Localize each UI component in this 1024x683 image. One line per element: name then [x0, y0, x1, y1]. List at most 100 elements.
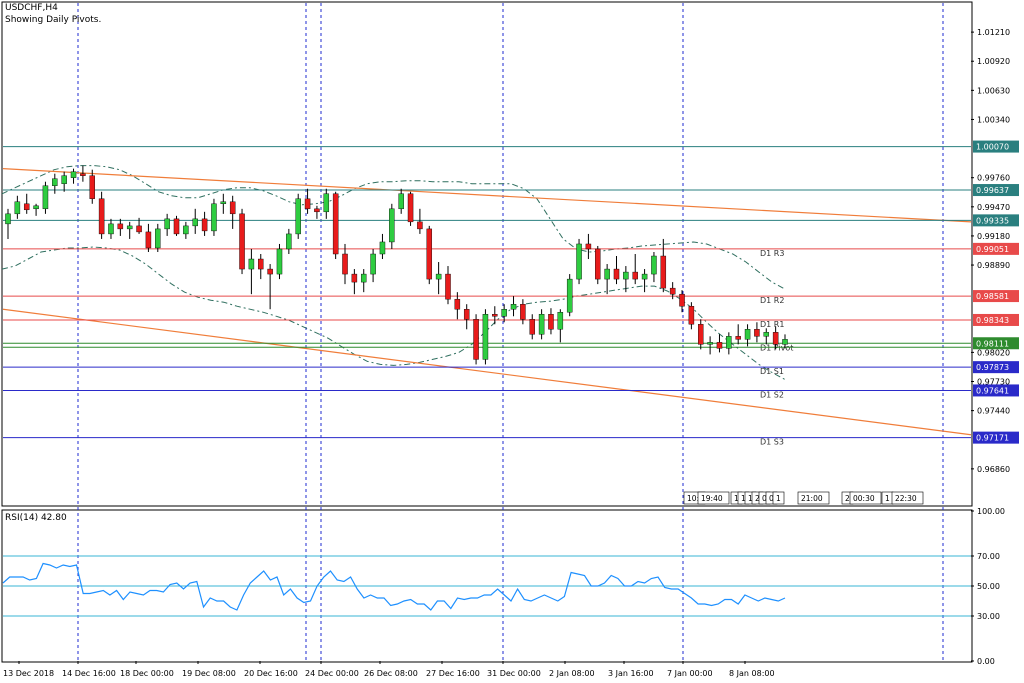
price-tick-label-7: 0.99180 [977, 232, 1010, 241]
candle-body-53 [492, 314, 498, 317]
chart-symbol-title: USDCHF,H4 [5, 3, 58, 13]
candle-body-62 [576, 243, 582, 280]
level-tag-bg-1 [973, 140, 1019, 153]
candle-body-79 [735, 336, 741, 340]
candle-body-28 [258, 258, 264, 270]
time-label-2: 14 Dec 16:00 [62, 669, 116, 678]
candle-body-54 [501, 309, 507, 317]
candle-body-51 [473, 319, 479, 360]
candle-body-16 [145, 231, 152, 249]
candle-body-43 [398, 193, 404, 210]
price-tick-label-6: 0.99470 [977, 203, 1010, 212]
candle-body-19 [173, 218, 180, 235]
trendline-2 [2, 308, 972, 436]
time-axis: 13 Dec 2018 14 Dec 16:00 18 Dec 00:00 19 De… [3, 661, 775, 678]
trendlines [2, 168, 972, 436]
candle-body-69 [641, 273, 648, 280]
rsi-tick-label-2: 70.00 [977, 552, 1000, 561]
time-tag-6: 2 [755, 494, 760, 503]
price-tick-label-1: 1.01210 [977, 28, 1010, 37]
level-name-8: D1 S1 [760, 367, 784, 376]
candle-body-17 [155, 228, 161, 249]
rsi-tick-label-5: 0.00 [977, 657, 995, 666]
candle-body-56 [520, 304, 526, 320]
level-name-6: D1 R1 [760, 320, 784, 329]
candle-body-27 [248, 258, 255, 270]
candle-body-18 [164, 218, 170, 230]
level-tag-5: 0.98581 [976, 292, 1009, 301]
candle-body-67 [623, 271, 629, 280]
candle-body-9 [80, 173, 86, 176]
candle-body-73 [679, 293, 685, 307]
candle-body-46 [426, 228, 433, 280]
candle-body-3 [23, 203, 30, 211]
candle-body-23 [211, 203, 217, 232]
time-label-8: 27 Dec 16:00 [426, 669, 480, 678]
candle-body-33 [304, 198, 311, 210]
candle-body-52 [482, 314, 489, 360]
candle-body-35 [323, 193, 330, 213]
candle-body-42 [389, 208, 395, 243]
candle-body-20 [183, 225, 189, 235]
level-tag-3: 0.99335 [976, 216, 1009, 225]
time-label-6: 24 Dec 00:00 [305, 669, 359, 678]
candle-body-21 [192, 218, 198, 227]
candle-body-68 [632, 271, 638, 280]
level-tag-bg-4 [973, 242, 1019, 255]
level-tag-bg-10 [973, 431, 1019, 444]
candle-body-63 [585, 243, 592, 250]
level-tag-2: 0.99637 [976, 186, 1009, 195]
chart-subtitle: Showing Daily Pivots. [5, 15, 102, 25]
candle-body-8 [70, 171, 77, 178]
candle-body-26 [239, 213, 245, 270]
candle-body-64 [595, 248, 601, 280]
candle-body-71 [660, 255, 667, 289]
price-tick-label-3: 1.00630 [977, 86, 1010, 95]
candle-body-44 [407, 193, 414, 223]
candle-body-72 [669, 287, 676, 295]
time-label-12: 7 Jan 00:00 [667, 669, 713, 678]
level-tag-bg-8 [973, 361, 1019, 374]
candle-body-41 [379, 241, 386, 255]
candle-body-7 [61, 175, 67, 184]
pivot-levels: 1.00070 0.99637 0.99335 0.99051 D1 R3 0.98581… [3, 140, 1019, 447]
time-tag-2: 19:40 [701, 494, 723, 503]
time-label-5: 20 Dec 16:00 [244, 669, 298, 678]
candle-body-84 [782, 339, 788, 345]
level-name-4: D1 R3 [760, 249, 784, 258]
candle-body-50 [463, 309, 470, 320]
candle-body-70 [651, 255, 657, 275]
time-label-9: 31 Dec 00:00 [487, 669, 541, 678]
candle-body-81 [754, 329, 760, 337]
candle-body-34 [314, 208, 320, 213]
level-tag-bg-6 [973, 313, 1019, 326]
rsi-panel: 100.00 70.00 50.00 30.00 0.00 [2, 507, 1005, 666]
envelope-upper [1, 165, 786, 290]
candle-body-2 [14, 201, 21, 215]
time-label-1: 13 Dec 2018 [3, 669, 54, 678]
price-tick-label-4: 1.00340 [977, 115, 1010, 124]
level-tag-6: 0.98343 [976, 316, 1009, 325]
time-tag-14: 22:30 [895, 494, 917, 503]
time-label-11: 3 Jan 16:00 [608, 669, 654, 678]
candle-body-11 [98, 198, 105, 235]
candle-body-39 [360, 273, 367, 283]
candles [5, 165, 788, 365]
price-tick-label-2: 1.00920 [977, 57, 1010, 66]
price-tick-label-9: 0.98020 [977, 348, 1010, 357]
candle-body-15 [136, 225, 142, 233]
time-tag-box-10 [797, 491, 830, 505]
candle-body-75 [698, 324, 704, 345]
time-label-13: 8 Jan 08:00 [729, 669, 775, 678]
candle-body-65 [604, 268, 610, 280]
candle-body-6 [52, 178, 58, 186]
candle-body-55 [510, 304, 517, 310]
level-tag-7: 0.98111 [976, 339, 1009, 348]
candle-body-61 [566, 278, 573, 313]
rsi-tick-label-4: 30.00 [977, 612, 1000, 621]
candle-body-66 [613, 268, 620, 280]
candle-body-82 [763, 332, 770, 337]
candle-body-36 [332, 193, 339, 255]
candle-body-60 [557, 312, 564, 330]
